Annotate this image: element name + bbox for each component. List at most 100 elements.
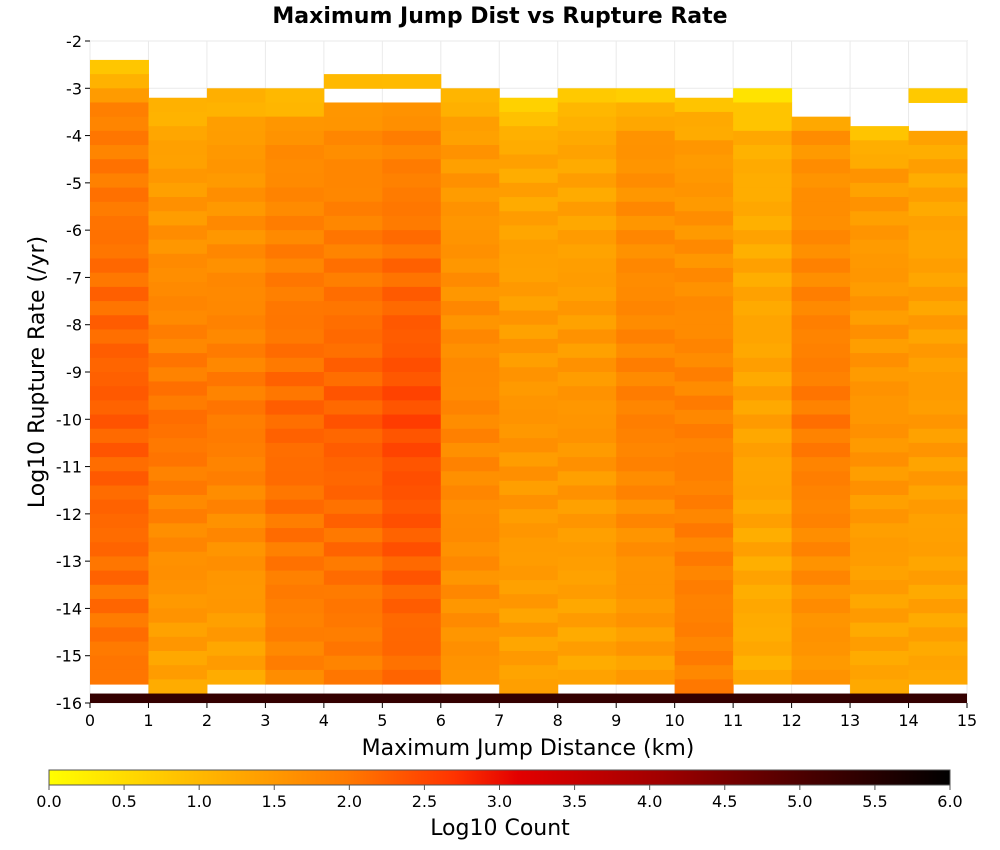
heatmap-cell bbox=[90, 145, 149, 160]
heatmap-cell bbox=[674, 140, 734, 155]
heatmap-cell bbox=[206, 258, 266, 274]
heatmap-cell bbox=[850, 267, 910, 283]
heatmap-cell bbox=[382, 272, 442, 288]
heatmap-cell bbox=[791, 329, 851, 345]
colorbar-tick-label: 1.0 bbox=[186, 792, 211, 811]
heatmap-cell bbox=[791, 357, 851, 373]
heatmap-cell bbox=[908, 173, 968, 189]
heatmap-cell bbox=[674, 381, 734, 397]
heatmap-cell bbox=[908, 244, 968, 260]
y-tick-label: -2 bbox=[66, 32, 82, 51]
heatmap-cell bbox=[90, 542, 149, 557]
heatmap-cell bbox=[382, 513, 442, 529]
heatmap-cell bbox=[323, 598, 383, 614]
heatmap-cell bbox=[908, 598, 968, 614]
heatmap-cell bbox=[674, 154, 734, 170]
heatmap-cell bbox=[382, 386, 442, 401]
heatmap-cell bbox=[674, 97, 734, 113]
heatmap-cell bbox=[850, 509, 910, 524]
heatmap-cell bbox=[850, 636, 910, 652]
heatmap-cell bbox=[265, 627, 325, 643]
heatmap-cell bbox=[440, 598, 500, 614]
heatmap-cell bbox=[908, 258, 968, 274]
heatmap-cell bbox=[557, 301, 617, 316]
heatmap-cell bbox=[382, 584, 442, 600]
heatmap-cell bbox=[265, 655, 325, 671]
heatmap-cell bbox=[265, 159, 325, 174]
heatmap-cell bbox=[148, 211, 208, 226]
heatmap-cell bbox=[90, 655, 149, 671]
heatmap-cell bbox=[206, 159, 266, 174]
heatmap-cell bbox=[733, 372, 793, 387]
heatmap-cell bbox=[616, 627, 676, 643]
heatmap-cell bbox=[323, 400, 383, 416]
heatmap-cell bbox=[674, 650, 734, 666]
heatmap-cell bbox=[265, 613, 325, 628]
heatmap-cell bbox=[148, 452, 208, 468]
heatmap-cell bbox=[382, 641, 442, 657]
heatmap-cell bbox=[382, 414, 442, 430]
heatmap-cell bbox=[733, 627, 793, 643]
heatmap-cell bbox=[733, 598, 793, 614]
heatmap-cell bbox=[674, 338, 734, 354]
heatmap-cell bbox=[323, 442, 383, 458]
heatmap-cell bbox=[850, 565, 910, 581]
heatmap-cell bbox=[674, 211, 734, 226]
heatmap-cell bbox=[674, 523, 734, 538]
heatmap-cell bbox=[440, 187, 500, 203]
chart-title: Maximum Jump Dist vs Rupture Rate bbox=[272, 4, 727, 29]
heatmap-cell bbox=[148, 296, 208, 312]
heatmap-cell bbox=[850, 594, 910, 609]
heatmap-cell bbox=[908, 301, 968, 316]
heatmap-cell bbox=[908, 357, 968, 373]
heatmap-cell bbox=[499, 168, 559, 184]
heatmap-cell bbox=[499, 182, 559, 198]
heatmap-cell bbox=[148, 565, 208, 581]
heatmap-cell bbox=[148, 126, 208, 141]
heatmap-cell bbox=[148, 480, 208, 496]
heatmap-cell bbox=[616, 372, 676, 387]
heatmap-cell bbox=[382, 442, 442, 458]
heatmap-cell bbox=[323, 414, 383, 430]
heatmap-cell bbox=[323, 627, 383, 643]
heatmap-cell bbox=[557, 315, 617, 330]
heatmap-cell bbox=[323, 343, 383, 359]
heatmap-cell bbox=[382, 528, 442, 543]
heatmap-cell bbox=[440, 173, 500, 189]
heatmap-cell bbox=[90, 329, 149, 345]
heatmap-cell bbox=[265, 230, 325, 245]
heatmap-cell bbox=[499, 565, 559, 581]
heatmap-cell bbox=[850, 381, 910, 397]
colorbar-tick-label: 3.0 bbox=[487, 792, 512, 811]
heatmap-cell bbox=[382, 215, 442, 231]
heatmap-cell bbox=[440, 159, 500, 174]
heatmap-cell bbox=[908, 471, 968, 486]
heatmap-cell bbox=[908, 641, 968, 657]
heatmap-cell bbox=[90, 627, 149, 643]
heatmap-cell bbox=[265, 386, 325, 401]
heatmap-cell bbox=[557, 471, 617, 486]
heatmap-cell bbox=[791, 244, 851, 260]
heatmap-cell bbox=[148, 310, 208, 326]
heatmap-cell bbox=[733, 102, 793, 118]
heatmap-cell bbox=[674, 679, 734, 695]
heatmap-cell bbox=[850, 154, 910, 170]
heatmap-cell bbox=[557, 102, 617, 118]
heatmap-cell bbox=[206, 116, 266, 132]
heatmap-cell bbox=[148, 367, 208, 382]
heatmap-cell bbox=[90, 669, 149, 685]
heatmap-cell bbox=[206, 372, 266, 387]
heatmap-cell bbox=[733, 528, 793, 543]
heatmap-cell bbox=[557, 130, 617, 146]
heatmap-cell bbox=[674, 494, 734, 510]
heatmap-cell bbox=[323, 584, 383, 600]
heatmap-cell bbox=[674, 409, 734, 425]
heatmap-cell bbox=[265, 357, 325, 373]
heatmap-cell bbox=[90, 258, 149, 274]
heatmap-cell bbox=[90, 400, 149, 416]
heatmap-cell bbox=[908, 272, 968, 288]
heatmap-cell bbox=[733, 556, 793, 572]
y-tick-label: -11 bbox=[56, 458, 82, 477]
heatmap-cell bbox=[206, 499, 266, 515]
heatmap-cell bbox=[850, 282, 910, 297]
